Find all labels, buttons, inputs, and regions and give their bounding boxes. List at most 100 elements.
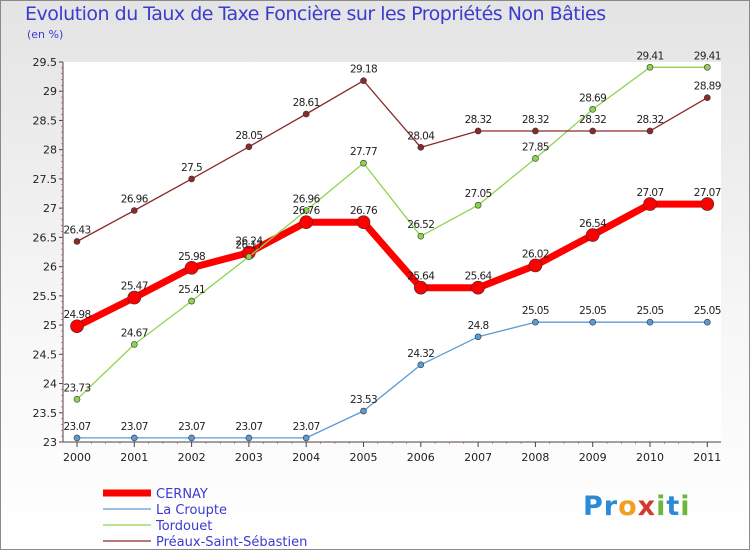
data-point [700,197,715,211]
data-point [360,77,367,85]
x-tick-label: 2003 [235,451,263,464]
data-point [703,94,711,101]
x-tick-label: 2009 [579,451,607,464]
data-label: 28.61 [293,97,320,109]
data-label: 24.32 [407,348,434,360]
data-label: 23.07 [178,421,205,433]
data-point [356,215,371,229]
data-label: 23.07 [235,421,262,433]
y-tick-label: 28 [43,144,57,157]
y-tick-label: 25.5 [33,290,58,303]
proxiti-logo: Proxiti [583,491,691,522]
data-point [474,127,482,135]
data-point [245,434,253,442]
data-point [131,434,138,442]
data-point [646,318,654,326]
data-point [532,127,539,135]
data-label: 27.05 [465,188,492,200]
x-tick-label: 2004 [292,451,320,464]
x-tick-label: 2000 [63,451,91,464]
data-label: 27.07 [694,187,721,199]
data-label: 26.96 [121,193,149,205]
data-label: 28.32 [636,114,663,126]
data-point [532,318,539,326]
series-line-tordouet [76,66,708,400]
logo-part: t [666,491,681,522]
x-tick-label: 2002 [178,451,206,464]
data-point [131,341,138,348]
data-point [188,175,195,183]
y-tick-label: 29.5 [33,56,58,69]
data-label: 24.98 [63,309,90,321]
logo-part: i [680,491,691,522]
data-label: 28.32 [579,114,606,126]
y-tick-label: 28.5 [33,114,58,127]
data-label: 24.8 [468,320,489,332]
data-label: 23.07 [63,421,90,433]
series-line-cernay [73,200,711,330]
data-point [646,63,654,71]
data-label: 29.41 [636,50,663,62]
y-tick-label: 24 [43,378,57,391]
legend-label: Préaux-Saint-Sébastien [156,535,307,549]
chart-title: Evolution du Taux de Taxe Foncière sur l… [25,3,606,25]
data-point [703,63,711,71]
data-label: 26.76 [293,205,321,217]
data-label: 26.52 [407,219,434,231]
data-label: 26.24 [235,236,263,248]
data-label: 26.54 [579,218,607,230]
data-point [360,407,367,415]
data-label: 29.41 [694,50,721,62]
data-label: 23.07 [121,421,148,433]
data-point [417,144,425,151]
x-tick-label: 2007 [464,451,492,464]
data-label: 28.32 [465,114,492,126]
data-label: 26.17 [235,240,262,252]
data-point [589,106,597,113]
y-tick-label: 25 [43,319,57,332]
data-point [417,361,425,369]
data-point [646,127,654,135]
x-tick-label: 2005 [350,451,378,464]
data-label: 24.67 [121,327,148,339]
data-label: 26.96 [293,193,321,205]
y-tick-label: 26 [43,261,57,274]
data-label: 26.02 [522,248,549,260]
data-label: 26.43 [63,224,90,236]
logo-part: Pr [583,491,619,522]
data-point [73,434,81,442]
data-point [127,290,142,305]
data-point [643,197,657,211]
data-label: 28.05 [235,130,262,142]
data-label: 25.47 [121,281,148,293]
data-label: 25.41 [178,284,205,296]
data-label: 28.89 [694,81,721,93]
y-tick-label: 23 [43,436,57,449]
data-point [528,258,543,273]
y-tick-label: 26.5 [33,231,58,244]
data-label: 25.05 [694,305,721,317]
x-tick-label: 2008 [521,451,549,464]
y-tick-label: 24.5 [33,348,58,361]
x-tick-label: 2001 [120,451,148,464]
legend-label: CERNAY [156,487,208,502]
data-point [474,201,482,209]
data-point [471,280,485,295]
data-label: 23.73 [63,382,90,394]
data-label: 23.07 [293,421,320,433]
data-point [417,232,425,240]
data-label: 27.07 [636,187,663,199]
y-tick-label: 27 [43,202,57,215]
data-label: 25.64 [465,271,493,283]
series-line-la-croupte [76,321,708,439]
data-point [589,127,597,135]
data-label: 28.04 [407,130,435,142]
data-point [184,260,199,275]
data-point [302,434,310,442]
data-label: 25.98 [178,251,205,263]
data-point [73,396,81,403]
logo-part: x [637,491,657,522]
series-line-pr-aux-saint-s-bastien [76,80,708,243]
data-point [703,318,711,326]
